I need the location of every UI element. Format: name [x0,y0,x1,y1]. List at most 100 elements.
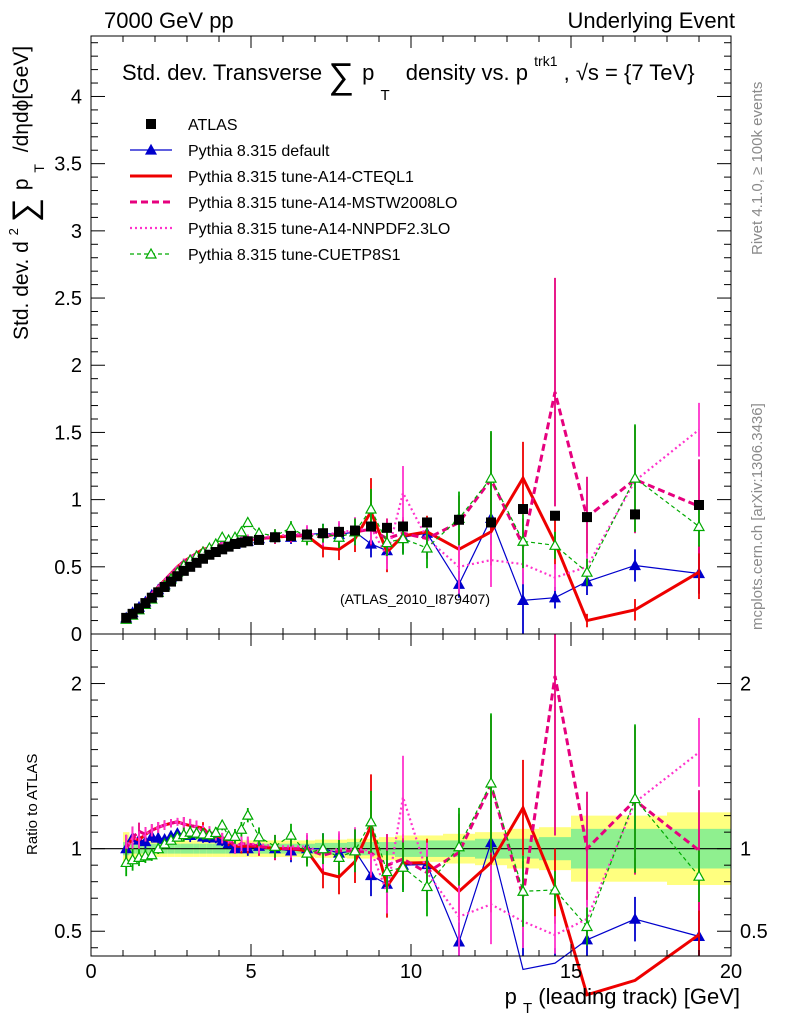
xlabel-rest: (leading track) [GeV] [538,984,740,1009]
x-tick-label: 10 [400,961,422,983]
x-tick-label: 5 [245,961,256,983]
series-4-group [125,402,700,620]
x-tick-label: 20 [720,961,742,983]
atlas-data-point [121,612,132,623]
atlas-data-point [318,528,328,539]
ratio-series-4-line [125,751,700,937]
ratio-series-5-point [252,830,266,842]
legend-marker-atlas [146,119,156,129]
y-tick-label: 3 [71,221,82,243]
atlas-data-point [382,522,392,533]
atlas-data-point [134,603,144,614]
ratio-series-3-group [124,634,700,933]
series-5-point [580,565,594,577]
main-series-layer [120,277,706,634]
series-5-point [396,532,410,544]
ratio-plot: 0 5 10 15 20 0.5 0.5 1 1 2 2 [54,633,768,997]
legend-label: Pythia 8.315 tune-A14-NNPDF2.3LO [188,221,450,238]
atlas-data-point [270,532,280,543]
atlas-data-point [254,534,264,545]
y-tick-label: 3.5 [54,154,82,176]
ratio-tick-label-left: 1 [71,839,82,861]
x-axis-label: p T (leading track) [GeV] [505,984,740,1018]
atlas-data-point [198,553,208,564]
ratio-tick-label-right: 1 [740,839,751,861]
ratio-series-1-point [152,831,165,843]
legend-marker [144,247,158,259]
title-p: p [362,60,374,85]
atlas-data-point [127,608,138,619]
ratio-ticks: 0 5 10 15 20 0.5 0.5 1 1 2 2 [54,634,768,983]
title-part-c: , √s = {7 TeV} [564,60,695,85]
legend: ATLAS Pythia 8.315 default Pythia 8.315 tu… [130,117,457,264]
ylabel-sigma: ∑ [6,198,44,222]
title-sigma: ∑ [328,55,354,96]
y-tick-label: 1.5 [54,422,82,444]
series-5-point [284,521,298,533]
legend-marker [144,143,158,155]
ratio-series-5-point [420,880,434,892]
ratio-series-5-point [348,844,362,856]
header-right: Underlying Event [567,8,735,33]
ratio-series-5-point [396,861,410,872]
ratio-series-5-point [145,848,158,860]
y-tick-label: 4 [71,86,82,108]
atlas-data-point [302,529,312,540]
ratio-series-5-point [452,840,466,852]
atlas-data-point [217,544,228,555]
atlas-data-point [191,557,202,568]
series-3-group [125,277,700,620]
ratio-series-5-point [332,851,346,862]
xlabel-T: T [523,1000,532,1017]
y-tick-label: 1 [71,490,82,512]
atlas-data-point [582,512,592,523]
ratio-series-5-point [380,865,394,877]
ratio-series-5-point [268,840,282,851]
atlas-data-point [146,592,157,603]
atlas-data-point [153,587,164,598]
atlas-data-point [230,538,240,549]
y-axis-label: Std. dev. d 2 ∑ p T /dηdϕ[GeV] [0,46,49,340]
ratio-series-5-point [209,826,222,838]
atlas-data-point [204,549,215,560]
side-label-bottom: mcplots.cern.ch [arXiv:1306.3436] [749,403,766,630]
legend-label: ATLAS [188,117,238,134]
legend-label: Pythia 8.315 tune-A14-CTEQL1 [188,169,414,186]
atlas-data-point [172,571,183,582]
ratio-series-5-point [484,776,498,788]
analysis-watermark: (ATLAS_2010_I879407) [340,591,490,607]
xlabel-p: p [505,984,517,1009]
main-plot: 0 0.5 1 1.5 2 2.5 3 3.5 4 [54,35,732,646]
atlas-data-point [140,598,151,609]
atlas-data-point [366,521,376,532]
series-3-line [125,391,700,620]
ratio-series-5-group [120,713,706,946]
atlas-data-point [422,517,432,528]
atlas-data-point [159,581,170,592]
atlas-data-point [630,509,640,520]
ylabel-a: Std. dev. d [10,241,33,340]
ratio-series-5-point [692,869,706,881]
atlas-data-point [486,517,496,528]
ratio-series-5-point [316,842,330,854]
side-label-top: Rivet 4.1.0, ≥ 100k events [749,82,766,255]
series-4-line [125,428,700,619]
atlas-data-point [210,547,221,558]
series-1-point [516,594,530,606]
ratio-series-1-point [628,912,642,924]
atlas-data-point [694,499,704,510]
series-5-point [380,536,394,548]
ratio-series-5-point [548,883,562,895]
ratio-series-5-point [516,885,530,896]
legend-label: Pythia 8.315 tune-CUETP8S1 [188,247,401,264]
series-5-point [548,539,562,550]
ratio-series-5-point [580,920,594,932]
ylabel-T: T [31,164,47,173]
series-5-point [216,531,229,542]
title-sup: trk1 [534,53,558,69]
main-data-layer [121,499,704,623]
atlas-data-point [454,514,464,525]
series-1-point [548,591,562,603]
atlas-data-point [242,536,253,547]
atlas-data-point [236,537,247,548]
